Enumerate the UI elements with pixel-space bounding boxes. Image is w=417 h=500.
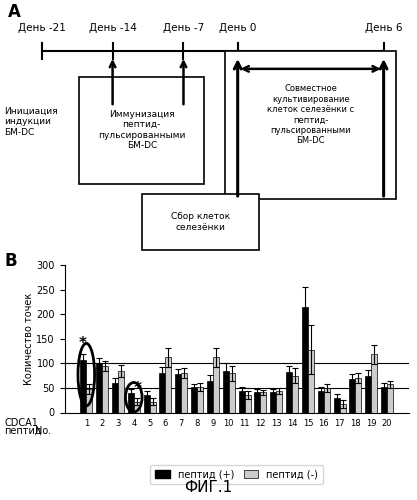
Bar: [324, 388, 330, 412]
Bar: [270, 392, 276, 412]
Bar: [175, 374, 181, 412]
Bar: [339, 404, 346, 412]
Text: *: *: [78, 336, 86, 350]
Legend: пептид (+), пептид (-): пептид (+), пептид (-): [151, 464, 323, 484]
Bar: [286, 372, 292, 412]
Bar: [150, 402, 156, 412]
Bar: [365, 376, 371, 412]
Bar: [355, 378, 362, 412]
Bar: [197, 387, 203, 412]
Bar: [166, 358, 171, 412]
Bar: [302, 307, 308, 412]
Bar: [308, 350, 314, 412]
Bar: [134, 402, 140, 412]
Bar: [318, 392, 324, 412]
Text: День -7: День -7: [163, 23, 204, 33]
Text: Инициация
индукции
БМ-DC: Инициация индукции БМ-DC: [4, 107, 58, 137]
Bar: [118, 370, 124, 412]
Y-axis label: Количество точек: Количество точек: [23, 292, 33, 385]
Bar: [349, 379, 355, 412]
Bar: [225, 51, 396, 199]
Text: День -21: День -21: [18, 23, 65, 33]
Bar: [260, 392, 266, 412]
Bar: [159, 373, 166, 412]
Bar: [387, 384, 393, 412]
Text: День 6: День 6: [365, 23, 402, 33]
Bar: [381, 387, 387, 412]
Bar: [292, 376, 298, 412]
Text: Сбор клеток
селезёнки: Сбор клеток селезёнки: [171, 212, 230, 232]
Bar: [229, 373, 235, 412]
Bar: [334, 398, 339, 412]
Bar: [86, 390, 92, 412]
Text: *: *: [133, 382, 141, 396]
Text: Совместное
культивирование
клеток селезёнки с
пептид-
пульсированными
БМ-DC: Совместное культивирование клеток селезё…: [267, 84, 354, 145]
Text: No.: No.: [35, 426, 52, 436]
Bar: [276, 392, 282, 412]
Bar: [223, 370, 229, 412]
Bar: [207, 380, 213, 412]
Bar: [239, 392, 244, 412]
Bar: [112, 383, 118, 412]
Bar: [102, 366, 108, 412]
Bar: [128, 393, 134, 412]
Bar: [213, 358, 219, 412]
Text: День 0: День 0: [219, 23, 256, 33]
Text: Иммунизация
пептид-
пульсированными
БМ-DC: Иммунизация пептид- пульсированными БМ-D…: [98, 110, 186, 150]
Bar: [79, 76, 204, 184]
Bar: [143, 396, 150, 412]
Text: B: B: [4, 252, 17, 270]
Text: CDCA1: CDCA1: [4, 418, 38, 428]
Bar: [244, 396, 251, 412]
Text: День -14: День -14: [89, 23, 136, 33]
Bar: [191, 387, 197, 412]
Bar: [371, 354, 377, 412]
Text: ФИГ.1: ФИГ.1: [184, 480, 233, 495]
Text: пептид: пептид: [4, 426, 42, 436]
Bar: [254, 392, 260, 412]
Bar: [80, 360, 86, 412]
Bar: [96, 364, 102, 412]
Bar: [142, 194, 259, 250]
Bar: [181, 373, 187, 412]
Text: A: A: [8, 2, 21, 21]
